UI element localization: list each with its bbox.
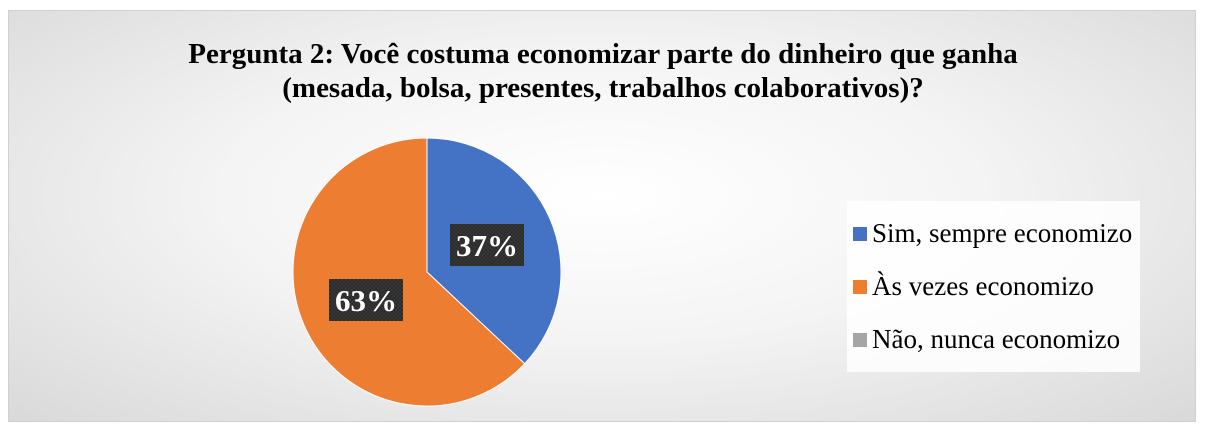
data-label-text-sim: 37% [456, 228, 518, 263]
legend-item-as-vezes: Às vezes economizo [853, 260, 1132, 313]
chart-area: Pergunta 2: Você costuma economizar part… [8, 10, 1196, 422]
legend-label-sim: Sim, sempre economizo [872, 218, 1133, 248]
legend-label-nao: Não, nunca economizo [872, 324, 1121, 354]
legend-item-nao: Não, nunca economizo [853, 313, 1132, 366]
legend-swatch-as-vezes [853, 279, 867, 294]
data-label-as-vezes: 63% [329, 279, 403, 321]
chart-title: Pergunta 2: Você costuma economizar part… [9, 37, 1197, 105]
legend-item-sim: Sim, sempre economizo [853, 207, 1132, 260]
pie-chart: 37% 63% [292, 137, 562, 407]
data-label-text-as-vezes: 63% [335, 283, 397, 318]
legend-swatch-nao [853, 332, 867, 347]
legend-swatch-sim [853, 226, 867, 241]
chart-title-line-1: Pergunta 2: Você costuma economizar part… [188, 38, 1018, 70]
data-label-box-sim [450, 224, 524, 266]
chart-legend: Sim, sempre economizo Às vezes economizo… [847, 201, 1141, 372]
legend-label-as-vezes: Às vezes economizo [872, 271, 1094, 301]
data-label-box-as-vezes [329, 279, 403, 321]
chart-title-line-2: (mesada, bolsa, presentes, trabalhos col… [282, 72, 924, 104]
pie-slice-as-vezes [292, 137, 526, 407]
data-label-sim: 37% [450, 224, 524, 266]
